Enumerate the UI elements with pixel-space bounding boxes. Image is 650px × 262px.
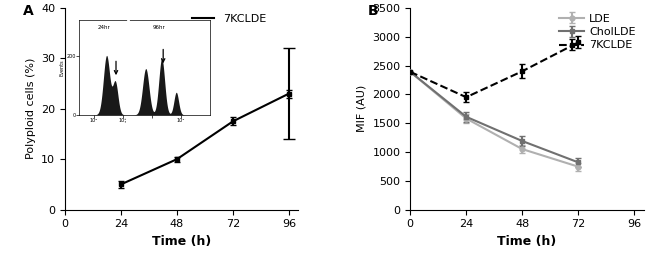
X-axis label: Time (h): Time (h): [497, 235, 556, 248]
Text: B: B: [369, 4, 379, 18]
Text: A: A: [23, 4, 34, 18]
Y-axis label: Polyploid cells (%): Polyploid cells (%): [25, 58, 36, 159]
Legend: 7KCLDE: 7KCLDE: [187, 9, 270, 28]
Legend: LDE, CholLDE, 7KCLDE: LDE, CholLDE, 7KCLDE: [555, 9, 640, 55]
Y-axis label: MIF (AU): MIF (AU): [357, 85, 367, 132]
X-axis label: Time (h): Time (h): [152, 235, 211, 248]
